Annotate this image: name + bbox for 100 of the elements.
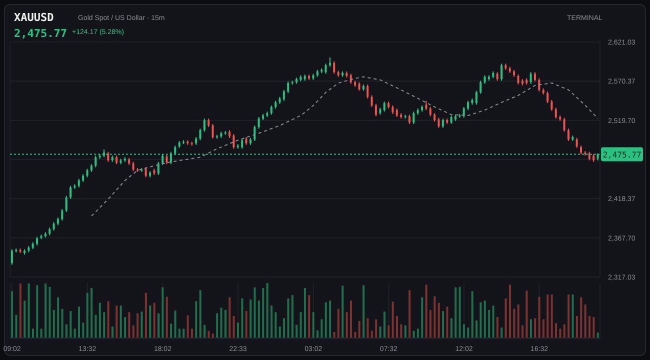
- ref-line-label: 2,475.77: [602, 150, 642, 160]
- bar: [425, 284, 428, 338]
- bar: [140, 312, 143, 338]
- candlestick: [270, 104, 272, 116]
- line-series: [91, 76, 598, 216]
- bar: [291, 295, 294, 338]
- bar: [52, 310, 55, 338]
- bar: [383, 312, 386, 338]
- candlestick: [287, 80, 290, 94]
- bar: [212, 334, 214, 338]
- bar: [546, 294, 549, 338]
- bar: [278, 326, 281, 338]
- bar: [596, 332, 599, 338]
- bar: [580, 297, 582, 338]
- bar: [500, 328, 503, 338]
- bar: [61, 308, 64, 338]
- bar: [266, 283, 268, 338]
- bar: [522, 325, 524, 338]
- bar: [36, 285, 38, 338]
- bar: [128, 312, 130, 338]
- bar: [320, 319, 323, 338]
- bar: [346, 312, 348, 338]
- bar: [300, 312, 302, 338]
- candlestick: [199, 128, 202, 141]
- bar: [237, 322, 240, 338]
- bar: [111, 326, 114, 338]
- candlestick: [412, 111, 415, 124]
- bar: [366, 318, 369, 338]
- bar: [471, 291, 474, 338]
- bar: [28, 284, 30, 338]
- bar: [480, 302, 482, 338]
- bar: [98, 302, 101, 338]
- bar: [24, 300, 26, 338]
- bar: [224, 310, 226, 338]
- bar: [287, 298, 290, 338]
- bar: [149, 306, 152, 338]
- bar: [186, 315, 189, 338]
- candlestick: [10, 248, 13, 266]
- bar: [434, 296, 436, 338]
- bar: [392, 302, 394, 338]
- bar: [350, 300, 352, 338]
- bar: [476, 320, 478, 338]
- candlestick: [166, 154, 168, 165]
- bar: [116, 306, 118, 338]
- candlestick: [241, 138, 244, 150]
- bar: [555, 323, 558, 338]
- bar: [550, 294, 553, 338]
- bar: [32, 328, 34, 338]
- bar: [404, 325, 406, 338]
- bar: [438, 302, 440, 338]
- bar: [245, 311, 248, 338]
- bar: [120, 306, 122, 338]
- candlestick: [282, 89, 285, 102]
- bar: [534, 318, 536, 338]
- bar: [324, 302, 327, 338]
- candlestick: [212, 123, 214, 140]
- bar: [316, 330, 319, 338]
- bar: [492, 306, 494, 338]
- bar: [228, 297, 231, 338]
- candlestick: [107, 151, 110, 162]
- candlestick: [408, 114, 410, 124]
- bar: [442, 311, 444, 338]
- bar: [400, 324, 402, 338]
- candlestick: [366, 84, 369, 99]
- bar: [538, 296, 540, 338]
- bar: [74, 328, 76, 338]
- bar: [462, 324, 465, 338]
- candlestick: [500, 63, 502, 82]
- bar: [250, 300, 252, 338]
- candlestick: [203, 118, 206, 132]
- bar: [588, 316, 590, 338]
- bar: [254, 287, 256, 338]
- bar: [48, 286, 51, 338]
- bar: [358, 320, 360, 338]
- bar: [526, 290, 528, 338]
- bar: [450, 318, 452, 338]
- bar: [592, 317, 595, 338]
- bar: [40, 328, 42, 338]
- bar: [182, 328, 185, 338]
- bar: [70, 311, 72, 338]
- bar: [103, 312, 106, 338]
- bar: [132, 325, 134, 338]
- bar: [190, 328, 193, 338]
- bar: [11, 291, 14, 338]
- chart-title: XAUUSD: [14, 11, 54, 24]
- bar: [408, 290, 411, 338]
- candlestick: [333, 60, 336, 74]
- bar: [504, 298, 507, 338]
- bar: [517, 304, 520, 338]
- bar: [153, 302, 156, 338]
- bar: [458, 286, 461, 338]
- candlestick: [546, 90, 549, 104]
- bar: [220, 308, 222, 338]
- bar: [396, 316, 398, 338]
- candlestick: [374, 103, 377, 117]
- candlestick: [576, 137, 578, 148]
- bar: [304, 288, 306, 338]
- candlestick: [438, 117, 440, 128]
- bar: [342, 286, 344, 338]
- bar: [467, 328, 470, 338]
